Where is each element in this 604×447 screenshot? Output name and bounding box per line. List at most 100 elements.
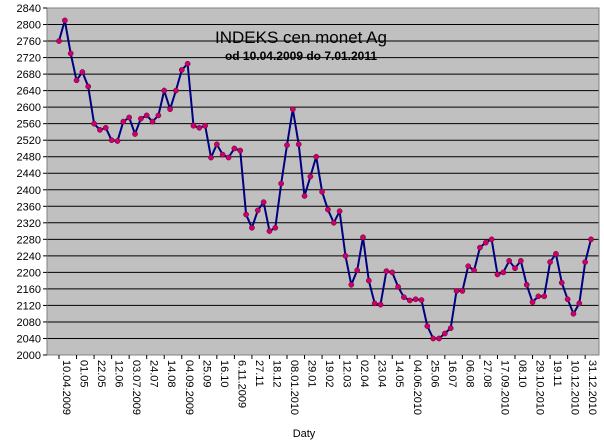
data-point [173, 87, 179, 94]
data-point [213, 141, 220, 148]
data-point [576, 300, 583, 307]
data-point [208, 154, 214, 161]
x-tick-label: 25.09 [200, 360, 212, 388]
data-point [477, 244, 483, 251]
data-point [453, 288, 460, 294]
x-tick-label: 31.12.2010 [586, 360, 598, 415]
data-point [401, 294, 407, 301]
y-tick-label: 2440 [17, 168, 41, 180]
y-tick-label: 2080 [17, 317, 41, 329]
data-point [488, 236, 495, 243]
data-point [424, 323, 431, 329]
x-tick-label: 08.10 [516, 360, 528, 388]
y-tick-label: 2520 [17, 135, 41, 147]
plot-border [46, 7, 600, 356]
y-tick-label: 2840 [17, 3, 41, 15]
data-point [529, 299, 536, 305]
data-point [307, 173, 314, 180]
data-point [541, 293, 548, 300]
x-tick-label: 02.04 [358, 360, 370, 388]
data-point [570, 310, 577, 317]
y-tick-label: 2280 [17, 234, 41, 246]
x-tick-label: 19.02 [323, 360, 335, 388]
y-tick-label: 2680 [17, 69, 41, 81]
y-tick-label: 2720 [17, 53, 41, 65]
y-tick-label: 2760 [17, 36, 41, 48]
data-point [523, 281, 530, 288]
x-tick-label: 10.12.2010 [569, 360, 581, 415]
data-point [289, 106, 296, 113]
x-tick-label: 6.11.2009 [235, 360, 247, 408]
data-point [371, 300, 378, 307]
y-tick-label: 2320 [17, 218, 41, 230]
data-point [126, 114, 133, 121]
data-point [471, 267, 477, 274]
data-point [325, 206, 331, 213]
data-point [553, 250, 559, 257]
data-point [412, 296, 419, 303]
data-point [61, 17, 68, 24]
data-point [243, 211, 249, 218]
x-tick-label: 19.11 [551, 360, 563, 387]
data-point [295, 141, 302, 148]
data-points [56, 17, 594, 342]
data-point [465, 263, 472, 270]
data-point [506, 257, 513, 264]
x-tick-label: 12.03 [341, 360, 353, 388]
x-tick-label: 29.10.2010 [534, 360, 546, 415]
data-point [547, 259, 553, 265]
data-point [266, 228, 273, 234]
x-tick-label: 27.08 [481, 360, 493, 388]
plot-area [47, 8, 599, 355]
data-point [178, 67, 185, 73]
data-point [348, 281, 355, 288]
data-point [406, 297, 413, 304]
data-point [149, 118, 156, 125]
x-tick-label: 18.12 [270, 360, 282, 388]
data-point [582, 259, 589, 265]
data-point [114, 138, 121, 144]
x-tick-label: 01.05 [78, 360, 90, 388]
y-axis-ticks: 2000 2040 2080 2120 2160 2200 2240 2280 2320 2360… [17, 3, 47, 362]
data-point [143, 112, 150, 119]
data-point [249, 224, 255, 231]
data-point [120, 118, 127, 125]
y-tick-label: 2400 [17, 185, 41, 197]
data-point [190, 122, 197, 129]
data-point [494, 271, 501, 278]
data-point [395, 283, 401, 290]
data-point [360, 234, 366, 241]
x-axis-ticks: 10.04.2009 01.05 22.05 12.06 03.07.2009 24.07… [58, 355, 598, 415]
x-tick-label: 29.01 [306, 360, 318, 388]
x-tick-label: 25.06 [428, 360, 440, 388]
data-point [365, 277, 372, 284]
data-point [155, 112, 162, 119]
data-point [389, 269, 396, 276]
x-tick-label: 16.07 [446, 360, 458, 388]
x-tick-label: 03.07.2009 [130, 360, 142, 415]
data-point [447, 325, 454, 331]
data-point [260, 199, 267, 206]
x-tick-label: 24.07 [148, 360, 160, 388]
x-axis-title: Daty [293, 428, 316, 440]
data-point [237, 147, 244, 154]
y-tick-label: 2200 [17, 267, 41, 279]
data-point [313, 153, 320, 160]
x-tick-label: 04.06.2010 [411, 360, 423, 415]
data-point [225, 154, 232, 161]
y-tick-label: 2600 [17, 102, 41, 114]
data-point [196, 124, 203, 131]
data-point [161, 87, 168, 94]
data-point [558, 279, 565, 286]
y-tick-label: 2560 [17, 119, 41, 131]
data-point [418, 297, 425, 303]
y-tick-label: 2240 [17, 251, 41, 263]
data-point [436, 335, 442, 342]
x-tick-label: 16.10 [218, 360, 230, 388]
data-point [202, 122, 209, 129]
data-point [278, 180, 285, 187]
data-point [254, 207, 261, 214]
data-point [219, 151, 226, 158]
chart-subtitle: od 10.04.2009 do 7.01.2011 [225, 49, 377, 63]
